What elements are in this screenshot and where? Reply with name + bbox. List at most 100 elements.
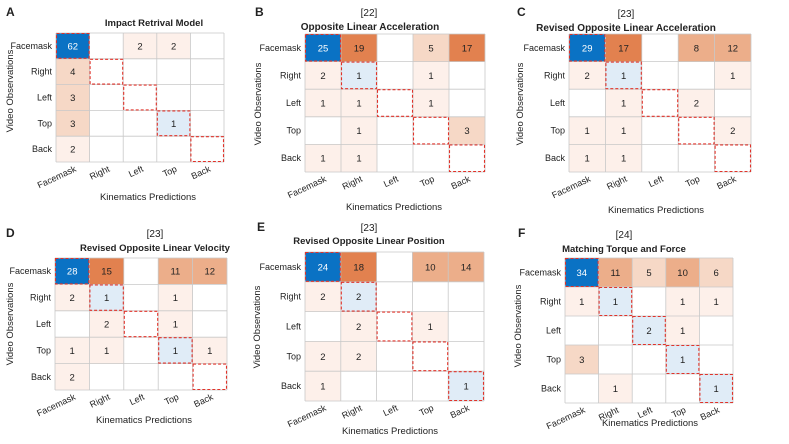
cell-value: 14: [461, 262, 472, 273]
panel-letter: F: [518, 226, 525, 240]
row-label: Left: [37, 93, 53, 103]
heatmap-cell: [413, 89, 449, 117]
heatmap-cell: [413, 34, 449, 62]
column-label: Facemask: [550, 174, 592, 201]
diagonal-highlight: [714, 144, 752, 173]
heatmap-cell: [156, 110, 191, 137]
heatmap-cell: [605, 61, 642, 90]
cell-value: 4: [70, 67, 75, 78]
heatmap-cell: [699, 287, 733, 316]
heatmap-cell: [56, 33, 90, 59]
cell-value: 2: [104, 320, 109, 331]
column-label: Facemask: [286, 403, 328, 430]
heatmap-cell: [678, 144, 715, 172]
heatmap-cell: [665, 258, 700, 287]
heatmap-cell: [448, 281, 484, 312]
heatmap-cell: [305, 311, 341, 342]
cell-value: 1: [579, 297, 584, 308]
heatmap-cell: [305, 61, 341, 90]
chart-title: Revised Opposite Linear Acceleration: [536, 23, 716, 34]
panel-e: E [23] Revised Opposite Linear Position 24 1…: [252, 220, 485, 437]
diagonal-highlight: [156, 110, 191, 137]
diagonal-highlight: [123, 310, 159, 338]
diagonal-highlight: [192, 363, 228, 391]
column-label: Back: [192, 392, 215, 410]
heatmap-cell: [192, 284, 227, 311]
heatmap-cell: [632, 345, 666, 374]
cell-value: 5: [428, 43, 433, 54]
row-label: Left: [36, 319, 52, 329]
diagonal-highlight: [412, 341, 449, 372]
heatmap-cell: [305, 89, 341, 117]
row-label: Top: [36, 345, 51, 355]
heatmap-cell: [376, 281, 413, 312]
column-label: Facemask: [545, 405, 587, 432]
heatmap-cell: [158, 363, 193, 390]
heatmap-cell: [449, 144, 485, 172]
heatmap-cell: [448, 252, 484, 282]
heatmap-cell: [678, 61, 715, 90]
heatmap-cell: [412, 281, 449, 312]
row-label: Facemask: [519, 268, 561, 278]
column-label: Right: [340, 403, 364, 421]
cell-value: 1: [463, 382, 468, 393]
heatmap-cell: [56, 136, 90, 162]
cell-value: 1: [621, 154, 626, 165]
heatmap-cell: [56, 58, 90, 85]
heatmap-cell: [641, 89, 679, 117]
heatmap-cell: [605, 144, 642, 172]
heatmap-cell: [598, 316, 633, 345]
cell-value: 3: [579, 355, 584, 366]
column-label: Top: [161, 164, 178, 179]
heatmap-cell: [56, 84, 90, 111]
column-label: Top: [418, 174, 435, 189]
cell-value: 11: [170, 267, 180, 278]
heatmap-cell: [156, 58, 191, 85]
cell-value: 1: [428, 71, 433, 82]
x-axis-label: Kinematics Predictions: [608, 205, 704, 216]
heatmap-cell: [89, 337, 124, 364]
heatmap-cell: [449, 89, 485, 117]
row-label: Facemask: [10, 41, 52, 51]
row-label: Facemask: [9, 266, 51, 276]
heatmap-cell: [341, 89, 377, 117]
heatmap-cell: [89, 136, 124, 162]
row-label: Left: [550, 98, 566, 108]
heatmap-cell: [192, 310, 227, 338]
cell-value: 34: [577, 268, 588, 279]
heatmap-cell: [665, 287, 700, 316]
panel-a: A Impact Retrival Model 62 2 2 4 3 3 1 2 Facemask R…: [5, 5, 225, 203]
heatmap-cell: [158, 310, 193, 338]
cell-value: 1: [428, 99, 433, 110]
diagonal-highlight: [89, 284, 124, 311]
column-label: Back: [715, 174, 738, 192]
heatmap-cell: [340, 281, 377, 312]
cell-value: 12: [205, 267, 216, 278]
heatmap-cell: [699, 258, 733, 287]
x-axis-label: Kinematics Predictions: [602, 418, 698, 429]
row-label: Facemask: [523, 43, 565, 53]
heatmap-cell: [714, 89, 751, 117]
diagonal-highlight: [568, 33, 606, 62]
panel-b: B [22] Opposite Linear Acceleration 25 19 5 17…: [253, 5, 486, 213]
diagonal-highlight: [190, 136, 225, 163]
heatmap-cell: [605, 116, 642, 145]
diagonal-highlight: [448, 371, 485, 402]
heatmap-cell: [55, 284, 90, 311]
cell-value: 15: [101, 267, 112, 278]
heatmap-cell: [305, 116, 341, 145]
panel-reference: [24]: [616, 230, 633, 241]
heatmap-cell: [158, 258, 193, 285]
cell-value: 1: [320, 154, 325, 165]
heatmap-cell: [699, 316, 733, 345]
panel-reference: [23]: [618, 9, 635, 20]
diagonal-highlight: [304, 251, 341, 282]
heatmap-cell: [123, 33, 157, 59]
heatmap-cell: [158, 337, 193, 364]
row-label: Back: [545, 153, 566, 163]
cell-value: 2: [730, 126, 735, 137]
heatmap-cell: [340, 252, 377, 282]
heatmap-cell: [190, 136, 224, 162]
heatmap-cell: [376, 252, 413, 282]
cell-value: 1: [585, 154, 590, 165]
